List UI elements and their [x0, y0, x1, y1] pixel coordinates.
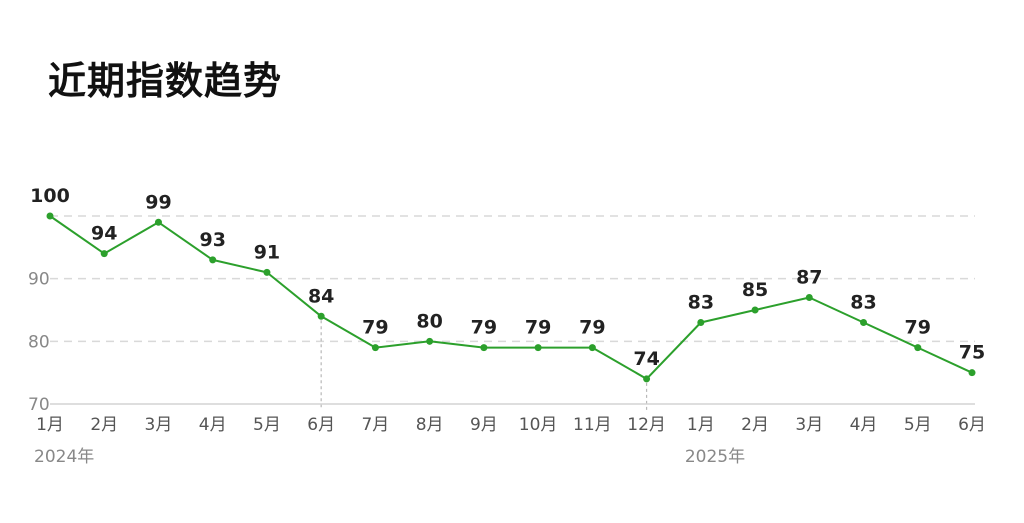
data-point	[46, 212, 54, 220]
data-point	[697, 319, 705, 327]
data-label: 99	[145, 191, 171, 213]
x-tick-label: 5月	[253, 415, 281, 435]
data-label: 79	[579, 317, 605, 339]
x-axis-ticks: 1月 2月 3月 4月 5月 6月 7月 8月 9月 10月 11月 12月 1月 2月 3月 4月 5月 6月	[36, 415, 986, 435]
x-tick-label: 10月	[519, 415, 558, 435]
y-tick-label: 70	[28, 395, 50, 415]
x-tick-label: 3月	[145, 415, 173, 435]
data-label: 79	[362, 317, 388, 339]
x-tick-label: 8月	[416, 415, 444, 435]
data-point	[968, 369, 976, 377]
data-label: 75	[959, 342, 985, 364]
data-point	[534, 344, 542, 352]
page-title: 近期指数趋势	[48, 58, 283, 103]
data-label: 79	[905, 317, 931, 339]
data-label: 87	[796, 266, 822, 288]
x-tick-label: 3月	[795, 415, 823, 435]
data-point	[914, 344, 922, 352]
data-label: 84	[308, 285, 334, 307]
category-markers	[320, 320, 648, 410]
x-tick-label: 2月	[90, 415, 118, 435]
data-label: 83	[688, 292, 714, 314]
data-point	[209, 256, 217, 264]
data-point	[263, 268, 271, 276]
data-label: 85	[742, 279, 768, 301]
series-line-path	[49, 215, 973, 380]
year-label: 2024年	[34, 447, 94, 467]
x-tick-label: 5月	[904, 415, 932, 435]
data-label: 79	[471, 317, 497, 339]
y-tick-label: 80	[28, 332, 50, 352]
x-tick-label: 6月	[307, 415, 335, 435]
data-point	[426, 337, 434, 345]
data-point	[100, 250, 108, 258]
data-point	[317, 312, 325, 320]
data-labels: 100 94 99 93 91 84 79 80 79 79 79 74 83 85 87 83 79 75	[30, 185, 985, 370]
grid-lines	[50, 215, 975, 343]
data-point	[371, 344, 379, 352]
x-tick-label: 4月	[850, 415, 878, 435]
data-label: 83	[850, 292, 876, 314]
x-tick-label: 4月	[199, 415, 227, 435]
data-label: 94	[91, 223, 117, 245]
data-point	[805, 293, 813, 301]
data-point	[751, 306, 759, 314]
y-tick-label: 90	[28, 270, 50, 290]
year-labels: 2024年 2025年	[34, 447, 745, 467]
x-tick-label: 12月	[627, 415, 666, 435]
x-tick-label: 1月	[36, 415, 64, 435]
data-point	[588, 344, 596, 352]
x-tick-label: 11月	[573, 415, 612, 435]
x-tick-label: 7月	[361, 415, 389, 435]
y-axis-ticks: 70 80 90	[28, 270, 50, 415]
data-point	[643, 375, 651, 383]
x-tick-label: 9月	[470, 415, 498, 435]
x-tick-label: 1月	[687, 415, 715, 435]
data-points	[46, 212, 976, 383]
series-line	[49, 215, 973, 380]
year-label: 2025年	[685, 447, 745, 467]
data-label: 79	[525, 317, 551, 339]
data-label: 93	[199, 229, 225, 251]
data-point	[860, 319, 868, 327]
data-label: 74	[633, 348, 659, 370]
x-tick-label: 2月	[741, 415, 769, 435]
x-tick-label: 6月	[958, 415, 986, 435]
data-point	[480, 344, 488, 352]
data-label: 100	[30, 185, 70, 207]
data-point	[154, 218, 162, 226]
data-label: 80	[416, 310, 442, 332]
data-label: 91	[254, 241, 280, 263]
